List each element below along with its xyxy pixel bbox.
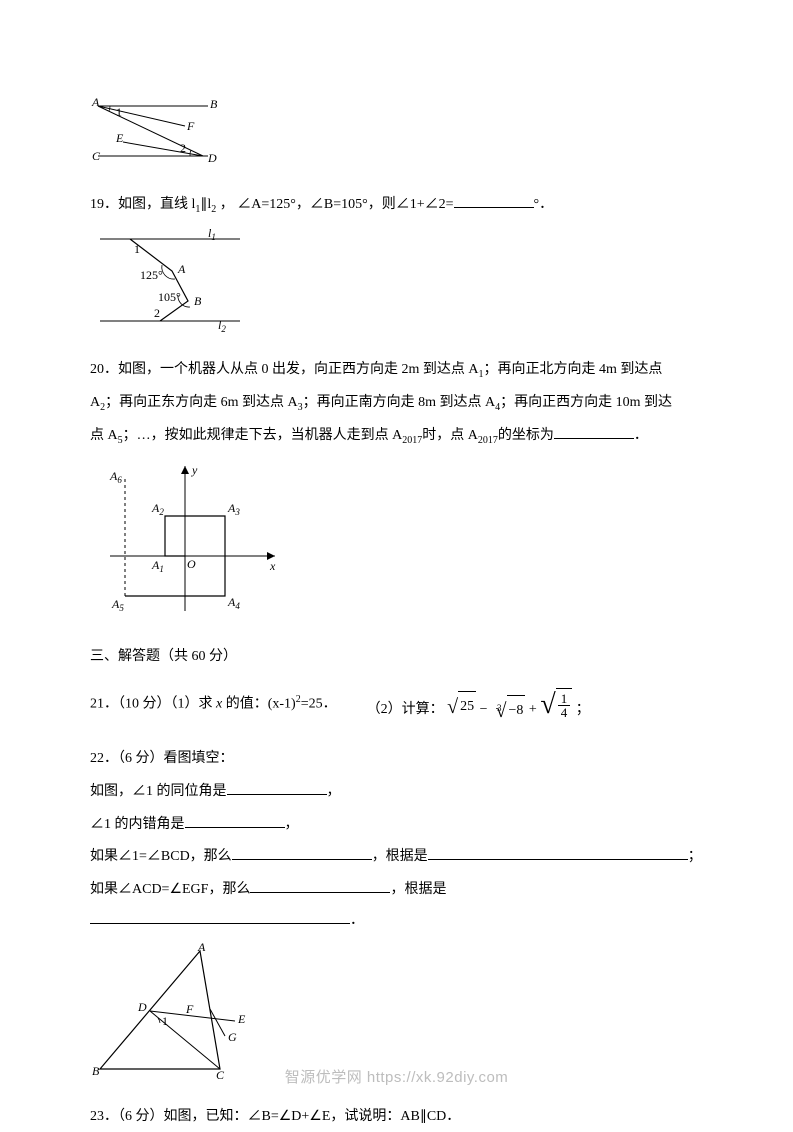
q22-G: G <box>228 1030 237 1044</box>
label-1: 1 <box>116 105 122 119</box>
label-F: F <box>186 119 195 133</box>
q22-blank6 <box>90 909 350 924</box>
q22-line1: 22．（6 分）看图填空： <box>90 744 703 775</box>
q19-suffix: °． <box>534 197 554 212</box>
q21-part1: 21．（10 分）（1）求 x 的值：(x-1)2=25． <box>90 689 337 720</box>
q22-D: D <box>137 1000 147 1014</box>
label-2: 2 <box>180 141 186 155</box>
q18-figure: A B F E C D 1 2 <box>90 94 703 182</box>
label-C: C <box>92 149 101 163</box>
q22-blank2 <box>185 812 285 827</box>
q22-line4: 如果∠1=∠BCD，那么，根据是； <box>90 842 703 873</box>
sqrt-frac: √14 <box>540 674 572 736</box>
q19-125: 125° <box>140 268 163 282</box>
q20-x: x <box>269 559 276 573</box>
q20-A3: A3 <box>227 501 240 517</box>
label-B: B <box>210 97 218 111</box>
q22-blank3 <box>232 845 372 860</box>
q22-line3: ∠1 的内错角是， <box>90 810 703 841</box>
q22-blank5 <box>250 878 390 893</box>
q20-O: O <box>187 557 196 571</box>
footer-watermark: 智源优学网 https://xk.92diy.com <box>0 1061 793 1094</box>
q22-blank1 <box>227 779 327 794</box>
q19-prefix: 19．如图，直线 l <box>90 197 195 212</box>
label-D: D <box>207 151 217 165</box>
q21: 21．（10 分）（1）求 x 的值：(x-1)2=25． （2）计算： √25… <box>90 674 703 736</box>
q19-1: 1 <box>134 242 140 256</box>
q20-y: y <box>191 463 198 477</box>
label-A: A <box>91 95 100 109</box>
q19-105: 105° <box>158 290 181 304</box>
q22-line2: 如图，∠1 的同位角是， <box>90 777 703 808</box>
q19-text: 19．如图，直线 l1∥l2 ， ∠A=125°，∠B=105°，则∠1+∠2=… <box>90 190 703 221</box>
q20-A4: A4 <box>227 595 240 611</box>
q20-line2: A2；再向正东方向走 6m 到达点 A3；再向正南方向走 8m 到达点 A4；再… <box>90 388 703 419</box>
q22-1: 1 <box>162 1014 168 1028</box>
q22-F: F <box>185 1002 194 1016</box>
q20-A5: A5 <box>111 597 124 613</box>
q19-blank <box>454 192 534 207</box>
q20-figure: O x y A1 A2 A3 A4 A5 A6 <box>90 456 703 634</box>
q22-A: A <box>197 941 206 954</box>
q23-text: 23．（6 分）如图，已知：∠B=∠D+∠E，试说明：AB∥CD． <box>90 1102 703 1132</box>
q19-mid2: ， ∠A=125°，∠B=105°，则∠1+∠2= <box>216 197 453 212</box>
q19-l2: l2 <box>218 318 226 334</box>
q20-line3: 点 A5；…，按如此规律走下去，当机器人走到点 A2017时，点 A2017的坐… <box>90 421 703 452</box>
q21-part2: （2）计算： √25 − 3√−8 + √14 ； <box>367 674 590 736</box>
label-E: E <box>115 131 124 145</box>
q20-A2: A2 <box>151 501 164 517</box>
q22-E: E <box>237 1012 246 1026</box>
sqrt25: √25 <box>447 685 476 729</box>
q19-l1: l1 <box>208 226 216 242</box>
q19-A: A <box>177 262 186 276</box>
q20-blank <box>554 424 634 439</box>
q22-line5: 如果∠ACD=∠EGF，那么，根据是． <box>90 875 703 937</box>
q20-line1: 20．如图，一个机器人从点 0 出发，向正西方向走 2m 到达点 A1；再向正北… <box>90 355 703 386</box>
q20-A1: A1 <box>151 558 164 574</box>
q22-blank4 <box>428 845 688 860</box>
q19-B: B <box>194 294 202 308</box>
q20-A6: A6 <box>109 469 122 485</box>
section3-heading: 三、解答题（共 60 分） <box>90 642 703 673</box>
cuberoot-neg8: 3√−8 <box>491 689 525 733</box>
q19-figure: l1 l2 1 2 A B 125° 105° <box>90 225 703 348</box>
q19-2: 2 <box>154 306 160 320</box>
q19-mid1: ∥l <box>200 197 211 212</box>
